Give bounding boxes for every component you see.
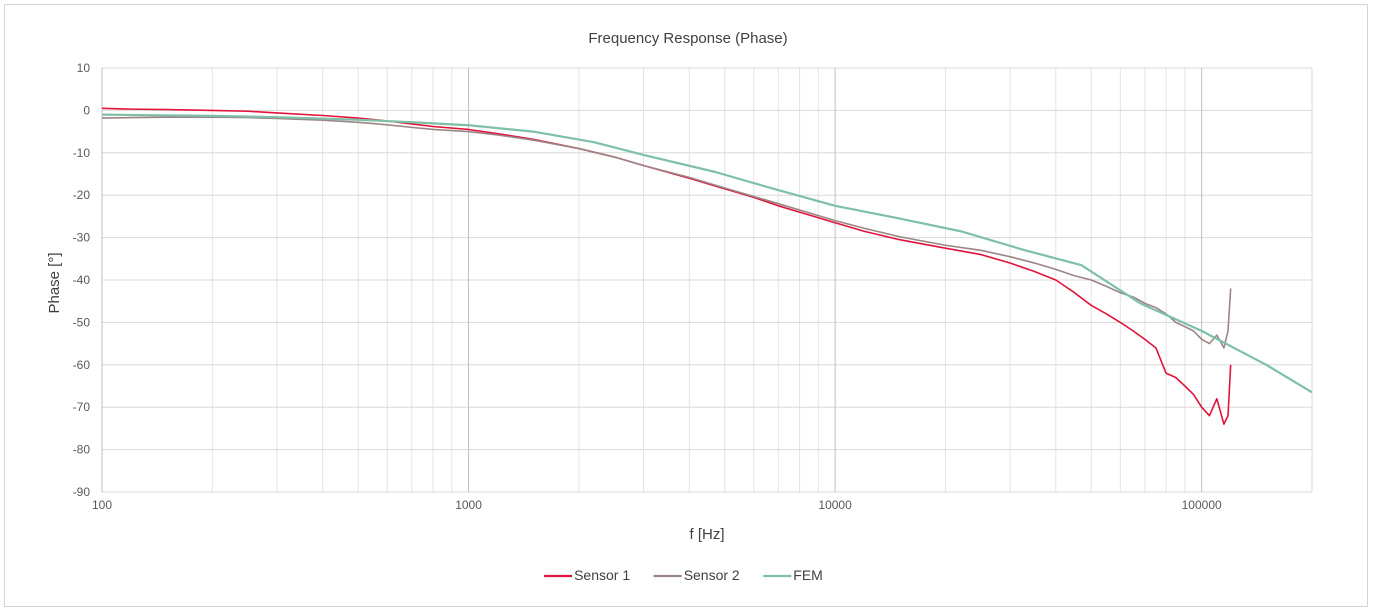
y-tick-label: -60 (73, 358, 91, 372)
series-line-fem (101, 113, 1313, 394)
grid-major (101, 67, 1313, 493)
chart-frame: Frequency Response (Phase) 10 0 -10 -20 -30-… (4, 4, 1368, 607)
legend: Sensor 1 Sensor 2 FEM (544, 567, 823, 583)
chart-title: Frequency Response (Phase) (588, 30, 787, 47)
legend-label-fem: FEM (793, 567, 823, 583)
y-tick-label: -50 (73, 315, 91, 329)
x-tick-label: 100 (92, 498, 112, 512)
x-tick-label: 1000 (455, 498, 482, 512)
y-axis-title: Phase [°] (46, 252, 63, 313)
legend-label-sensor-1: Sensor 1 (574, 567, 630, 583)
y-tick-label: 0 (83, 103, 90, 117)
y-tick-label: -90 (73, 485, 91, 499)
y-tick-label: -40 (73, 273, 91, 287)
x-tick-labels: 100 1000 10000 100000 (92, 498, 1222, 512)
y-tick-labels: 10 0 -10 -20 -30 -40 -50 -60 -70 -80 -90 (73, 61, 91, 499)
series-line-sensor-2 (101, 116, 1232, 349)
chart: Frequency Response (Phase) 100-10-20-30-… (46, 30, 1313, 583)
y-tick-label: -10 (73, 146, 91, 160)
x-axis-title: f [Hz] (689, 526, 724, 543)
series-lines (101, 107, 1313, 425)
series-line-sensor-1 (101, 107, 1232, 425)
legend-label-sensor-2: Sensor 2 (684, 567, 740, 583)
y-tick-label: -20 (73, 188, 91, 202)
y-tick-label: 10 (77, 61, 91, 75)
y-tick-label: -70 (73, 400, 91, 414)
x-tick-label: 10000 (818, 498, 852, 512)
y-tick-label: -80 (73, 443, 91, 457)
x-tick-label: 100000 (1182, 498, 1222, 512)
y-tick-label: -30 (73, 231, 91, 245)
